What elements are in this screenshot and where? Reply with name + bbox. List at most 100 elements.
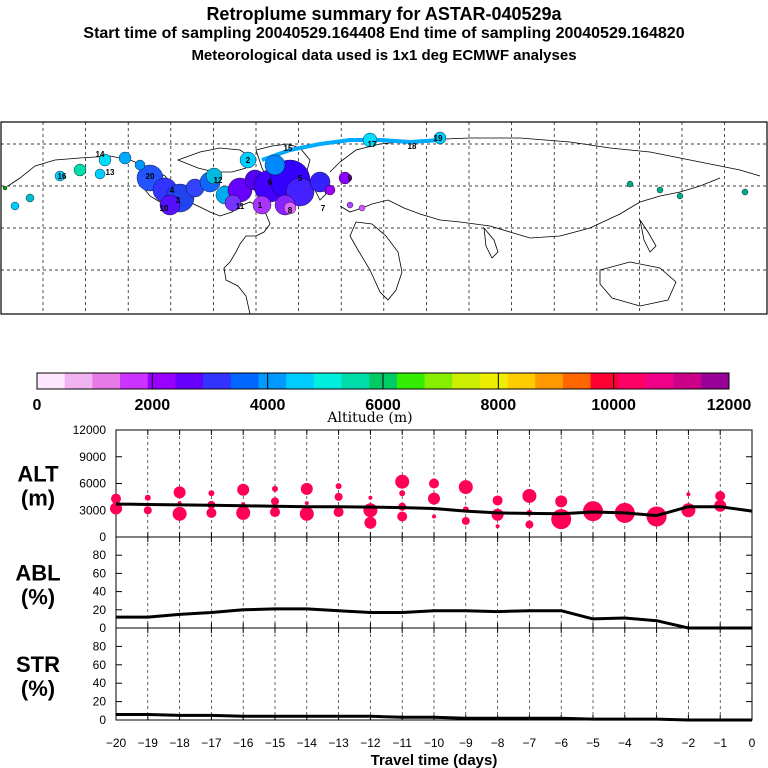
colorbar-swatch	[396, 373, 426, 389]
altitude-marker	[458, 480, 473, 495]
sampling-time-line: Start time of sampling 20040529.164408 E…	[83, 25, 685, 42]
series-line	[115, 502, 753, 518]
plume-cluster-marker	[205, 167, 223, 185]
plume-cluster-marker	[54, 170, 66, 182]
series-line	[116, 607, 752, 630]
colorbar-swatch	[175, 373, 204, 389]
colorbar-swatch	[618, 373, 647, 389]
altitude-marker	[335, 483, 342, 490]
plume-cluster-marker	[25, 193, 35, 203]
altitude-marker	[555, 495, 568, 508]
plume-cluster-marker	[94, 168, 106, 180]
plume-cluster-marker	[433, 131, 447, 145]
x-tick-label: −14	[297, 736, 318, 750]
y-tick-label: 20	[93, 695, 107, 709]
page-title: Retroplume summary for ASTAR-040529a	[206, 4, 562, 24]
y-tick-label: 12000	[73, 423, 107, 437]
plume-track-line	[261, 138, 441, 162]
colorbar-swatch	[258, 373, 287, 389]
x-tick-label: −3	[650, 736, 664, 750]
panel-label-name: ABL	[15, 561, 60, 586]
colorbar-tick-label: 12000	[707, 397, 752, 414]
altitude-marker	[429, 478, 439, 489]
colorbar-tick-label: 4000	[250, 397, 286, 414]
altitude-marker	[363, 503, 378, 518]
x-tick-label: −9	[459, 736, 473, 750]
colorbar-swatch	[230, 373, 259, 389]
y-tick-label: 40	[93, 676, 107, 690]
x-tick-label: −20	[106, 736, 127, 750]
plume-cluster-marker	[98, 153, 112, 167]
altitude-marker	[397, 511, 408, 522]
panel-abl: 0 20 40 60 80 ABL(%)	[15, 536, 753, 635]
plume-point-label: 16	[58, 172, 67, 181]
colorbar-swatch	[645, 373, 675, 389]
colorbar-swatch	[590, 373, 619, 389]
plume-cluster-marker	[626, 180, 634, 188]
altitude-marker	[368, 495, 373, 500]
y-tick-label: 80	[93, 639, 107, 653]
plume-point-label: 15	[284, 144, 293, 153]
altitude-marker	[143, 506, 152, 515]
altitude-marker	[333, 507, 344, 518]
altitude-marker	[525, 520, 534, 529]
altitude-marker	[395, 474, 410, 489]
x-tick-label: −10	[424, 736, 445, 750]
panel-label-name: ALT	[17, 462, 59, 487]
altitude-marker	[237, 483, 250, 496]
x-tick-label: −19	[138, 736, 159, 750]
plume-cluster-marker	[358, 204, 366, 212]
x-tick-label: 0	[749, 736, 756, 750]
plume-cluster-marker	[252, 195, 272, 215]
panel-label-unit: (%)	[21, 676, 55, 701]
plume-point-label: 1	[258, 201, 263, 210]
plume-cluster-marker	[10, 201, 20, 211]
plume-cluster-marker	[264, 154, 286, 176]
plume-point-label: 18	[408, 142, 417, 151]
colorbar-swatch	[341, 373, 370, 389]
altitude-marker	[172, 506, 187, 521]
altitude-marker	[461, 516, 470, 525]
x-tick-label: −6	[554, 736, 568, 750]
altitude-marker	[715, 490, 726, 501]
colorbar-swatch	[562, 373, 592, 389]
plume-cluster-marker	[159, 194, 181, 216]
altitude-marker	[300, 482, 313, 495]
plume-point-label: 17	[368, 140, 377, 149]
y-tick-label: 0	[99, 713, 106, 727]
colorbar-swatch	[701, 373, 730, 389]
colorbar-swatch	[535, 373, 564, 389]
plume-cluster-marker	[362, 132, 378, 148]
colorbar-swatch	[64, 373, 93, 389]
altitude-marker	[491, 508, 504, 521]
altitude-marker	[492, 495, 503, 506]
plume-cluster-marker	[346, 201, 354, 209]
plume-cluster-marker	[741, 188, 749, 196]
x-tick-label: −15	[265, 736, 286, 750]
altitude-marker	[173, 486, 186, 499]
plume-point-label: 8	[288, 206, 293, 215]
y-tick-label: 40	[93, 585, 107, 599]
plume-cluster-marker	[338, 171, 352, 185]
y-tick-label: 60	[93, 566, 107, 580]
plume-track	[261, 138, 441, 162]
altitude-marker	[144, 494, 151, 501]
plume-point-label: 9	[348, 174, 353, 183]
plume-cluster-marker	[676, 192, 684, 200]
plume-point-label: 11	[236, 202, 245, 211]
plume-cluster-marker	[283, 201, 297, 215]
colorbar-tick-label: 10000	[591, 397, 636, 414]
colorbar-swatch	[286, 373, 315, 389]
x-tick-label: −17	[201, 736, 222, 750]
plume-cluster-marker	[309, 171, 331, 193]
series-line	[116, 713, 752, 722]
altitude-marker	[304, 501, 309, 506]
y-tick-label: 3000	[79, 503, 106, 517]
plume-cluster-marker	[324, 184, 336, 196]
altitude-marker	[206, 507, 217, 518]
altitude-marker	[271, 497, 279, 506]
